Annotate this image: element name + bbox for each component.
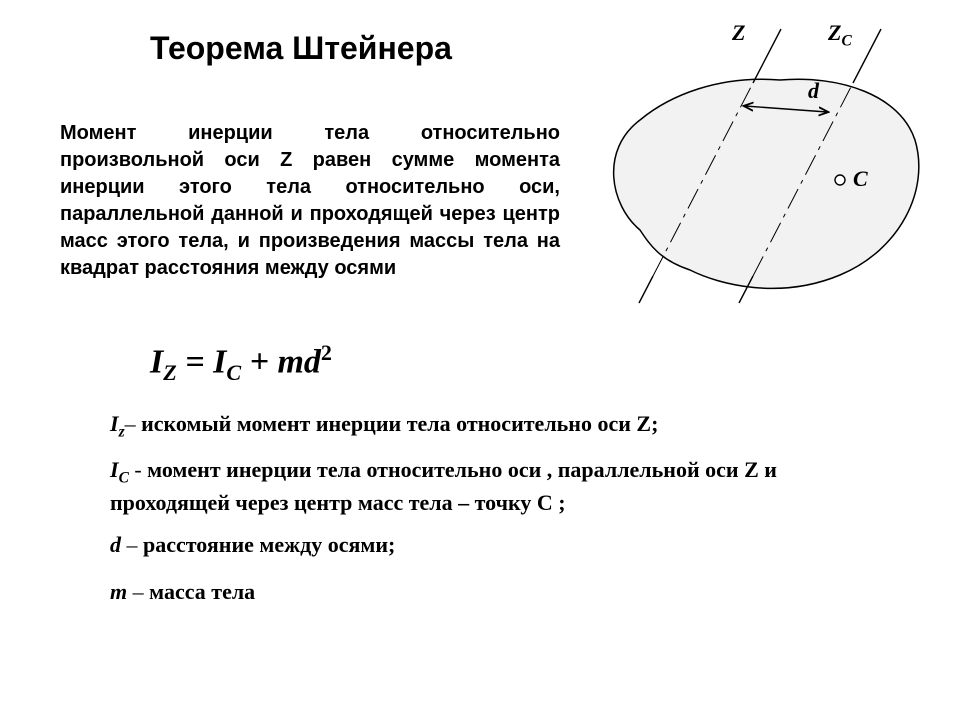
def-sep: - — [129, 457, 147, 482]
definitions-block: Iz– искомый момент инерции тела относите… — [110, 410, 890, 624]
label-zc: ZC — [828, 20, 852, 50]
formula-rhs-sub1: C — [226, 360, 241, 385]
def-sym: I — [110, 457, 119, 482]
formula-eq: = — [177, 343, 213, 380]
def-text: масса тела — [149, 579, 255, 604]
def-sym: I — [110, 411, 119, 436]
formula-plus: + — [241, 343, 277, 380]
def-text: момент инерции тела относительно оси , п… — [110, 457, 777, 514]
body-shape — [614, 79, 919, 288]
center-of-mass-point — [835, 175, 845, 185]
def-sub: C — [119, 470, 129, 487]
label-d: d — [808, 78, 819, 104]
def-text: расстояние между осями; — [143, 532, 395, 557]
parallel-axis-figure: Z ZC d C — [580, 20, 940, 320]
page-title: Теорема Штейнера — [150, 30, 452, 67]
def-text: искомый момент инерции тела относительно… — [141, 411, 658, 436]
def-sep: – — [127, 579, 149, 604]
definition-row: Iz– искомый момент инерции тела относите… — [110, 410, 890, 442]
definition-row: d – расстояние между осями; — [110, 531, 890, 563]
def-sym: m — [110, 579, 127, 604]
def-sym: d — [110, 532, 121, 557]
page: Теорема Штейнера Момент инерции тела отн… — [0, 0, 960, 720]
formula-rhs-var1: I — [213, 343, 226, 380]
def-sep: – — [121, 532, 143, 557]
definition-row: IC - момент инерции тела относительно ос… — [110, 456, 890, 517]
def-sep: – — [125, 411, 142, 436]
formula-sup: 2 — [321, 340, 332, 365]
theorem-text: Момент инерции тела относительно произво… — [60, 120, 560, 282]
formula-lhs-sub: Z — [163, 360, 177, 385]
formula-rhs-var2: md — [277, 343, 320, 380]
figure-svg — [580, 20, 940, 320]
label-c: C — [853, 166, 868, 192]
label-z: Z — [732, 20, 745, 46]
formula-lhs-var: I — [150, 343, 163, 380]
main-formula: IZ = IC + md2 — [150, 340, 332, 386]
definition-row: m – масса тела — [110, 578, 890, 610]
